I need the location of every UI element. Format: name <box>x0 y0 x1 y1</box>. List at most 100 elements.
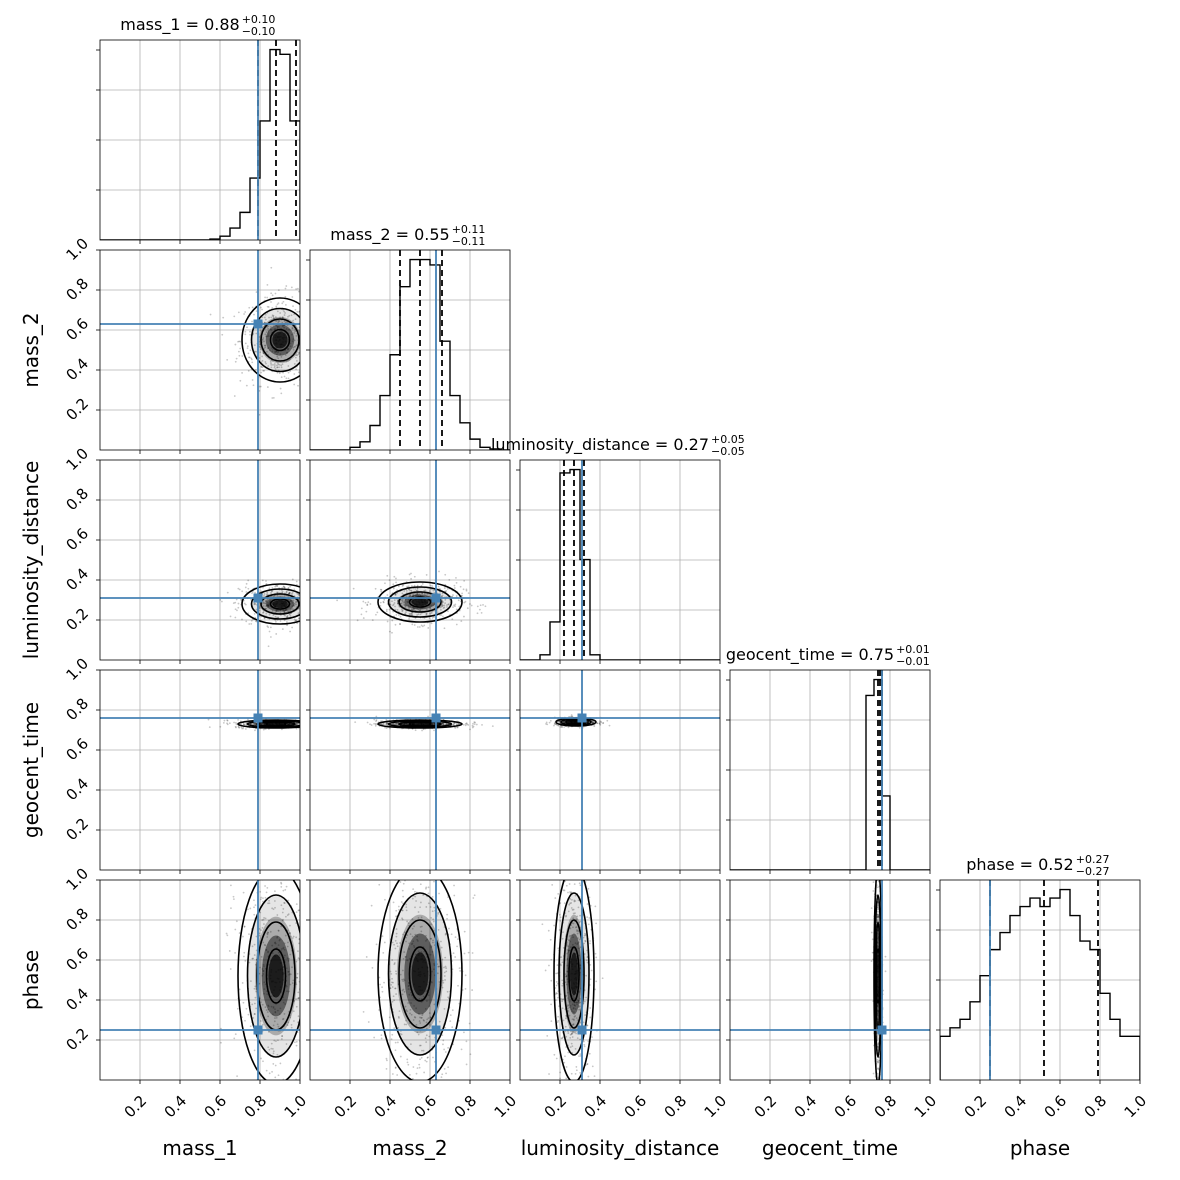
panel-marginal-mass_2 <box>306 249 511 454</box>
scatter-point <box>306 613 308 615</box>
scatter-point <box>272 1006 275 1009</box>
scatter-point <box>275 350 278 353</box>
scatter-point <box>382 722 385 725</box>
scatter-point <box>288 932 291 935</box>
scatter-point <box>559 916 562 919</box>
scatter-point <box>433 906 436 909</box>
scatter-point <box>272 1050 275 1053</box>
scatter-point <box>391 986 394 988</box>
scatter-point <box>255 608 258 611</box>
scatter-point <box>554 897 557 899</box>
scatter-point <box>395 723 398 726</box>
scatter-point <box>268 630 271 633</box>
contour-3 <box>269 328 291 352</box>
scatter-point <box>308 326 310 328</box>
scatter-point <box>287 587 290 590</box>
scatter-point <box>443 627 446 630</box>
scatter-point <box>276 1009 279 1012</box>
scatter-point <box>406 1061 409 1064</box>
scatter-point <box>577 899 580 902</box>
histogram-geocent_time <box>730 678 930 870</box>
scatter-point <box>221 333 224 336</box>
scatter-point <box>269 636 272 638</box>
scatter-point <box>412 1066 415 1068</box>
scatter-point <box>235 726 237 729</box>
scatter-point <box>419 926 422 928</box>
scatter-point <box>246 345 249 348</box>
scatter-point <box>316 346 318 348</box>
scatter-point <box>281 316 284 319</box>
scatter-point <box>566 952 569 955</box>
scatter-point <box>379 601 382 604</box>
scatter-point <box>370 724 373 726</box>
scatter-point <box>447 896 449 899</box>
scatter-point <box>442 1043 444 1046</box>
scatter-point <box>245 591 248 593</box>
scatter-point <box>258 413 261 416</box>
scatter-point <box>417 864 419 866</box>
scatter-point <box>247 579 250 582</box>
scatter-point <box>305 723 307 725</box>
scatter-point <box>280 364 283 367</box>
scatter-point <box>242 1001 245 1004</box>
scatter-point <box>429 584 432 587</box>
scatter-point <box>411 918 414 920</box>
scatter-point <box>277 363 280 366</box>
scatter-point <box>294 318 297 321</box>
scatter-point <box>555 972 557 975</box>
scatter-point <box>305 867 307 869</box>
scatter-point <box>441 722 444 725</box>
scatter-point <box>400 1033 403 1036</box>
scatter-point <box>317 927 319 929</box>
scatter-point <box>281 919 284 922</box>
scatter-point <box>287 1021 290 1024</box>
scatter-point <box>295 998 298 1000</box>
scatter-point <box>263 617 266 620</box>
scatter-point <box>296 972 299 975</box>
scatter-point <box>586 1063 589 1065</box>
scatter-point <box>289 600 292 602</box>
scatter-point <box>384 723 387 726</box>
scatter-point <box>300 978 302 980</box>
scatter-point <box>291 327 294 330</box>
scatter-point <box>269 626 272 629</box>
scatter-point <box>569 935 572 937</box>
scatter-point <box>285 608 288 611</box>
scatter-point <box>412 595 414 598</box>
scatter-point <box>266 1011 269 1013</box>
scatter-point <box>385 727 388 729</box>
scatter-point <box>279 1007 282 1010</box>
scatter-point <box>392 723 395 725</box>
scatter-point <box>452 723 455 726</box>
scatter-point <box>308 607 310 609</box>
scatter-point <box>295 603 297 606</box>
scatter-point <box>427 902 430 905</box>
scatter-point <box>444 965 447 968</box>
scatter-point <box>289 932 291 934</box>
scatter-point <box>270 266 273 269</box>
scatter-point <box>472 725 475 728</box>
scatter-point <box>574 949 576 952</box>
scatter-point <box>288 957 291 960</box>
scatter-point <box>316 591 318 593</box>
scatter-point <box>225 932 228 935</box>
scatter-point <box>588 1052 591 1055</box>
scatter-point <box>287 862 289 864</box>
scatter-point <box>268 1072 271 1075</box>
scatter-point <box>556 964 559 967</box>
scatter-point <box>302 933 304 935</box>
scatter-point <box>280 330 283 333</box>
scatter-point <box>301 725 303 727</box>
scatter-point <box>406 1058 409 1061</box>
scatter-point <box>431 853 433 855</box>
scatter-point <box>570 934 573 937</box>
scatter-point <box>254 996 257 999</box>
scatter-point <box>267 335 270 338</box>
tick-label-y: 1.0 <box>62 444 92 474</box>
scatter-point <box>415 593 418 595</box>
scatter-point <box>432 589 435 592</box>
scatter-point <box>428 1012 431 1014</box>
scatter-point <box>291 966 293 969</box>
scatter-point <box>274 316 277 318</box>
panel-plot-area <box>100 250 318 450</box>
